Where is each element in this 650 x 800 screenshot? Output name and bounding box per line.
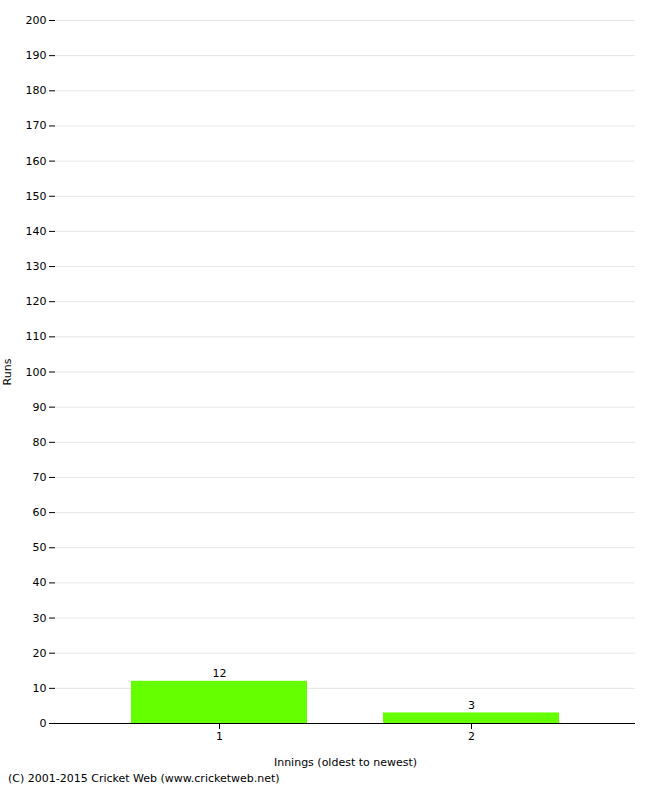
svg-text:80: 80 xyxy=(33,436,47,449)
svg-text:70: 70 xyxy=(33,471,47,484)
svg-text:30: 30 xyxy=(33,612,47,625)
svg-text:130: 130 xyxy=(26,260,47,273)
svg-text:140: 140 xyxy=(26,225,47,238)
svg-text:40: 40 xyxy=(33,576,47,589)
html-text:(C) 2001-2015 Cricket Web (www: (C) 2001-2015 Cricket Web (www.cricketwe… xyxy=(8,772,280,785)
svg-text:1: 1 xyxy=(216,730,223,743)
svg-text:10: 10 xyxy=(33,682,47,695)
svg-text:20: 20 xyxy=(33,647,47,660)
svg-text:200: 200 xyxy=(26,14,47,27)
svg-text:3: 3 xyxy=(468,699,475,712)
svg-text:100: 100 xyxy=(26,366,47,379)
svg-text:190: 190 xyxy=(26,49,47,62)
svg-text:0: 0 xyxy=(40,717,47,730)
svg-text:120: 120 xyxy=(26,295,47,308)
svg-text:160: 160 xyxy=(26,155,47,168)
svg-text:50: 50 xyxy=(33,541,47,554)
svg-text:60: 60 xyxy=(33,506,47,519)
svg-text:170: 170 xyxy=(26,119,47,132)
svg-text:90: 90 xyxy=(33,401,47,414)
svg-text:12: 12 xyxy=(213,667,227,680)
svg-text:2: 2 xyxy=(468,730,475,743)
svg-text:150: 150 xyxy=(26,190,47,203)
svg-text:Runs: Runs xyxy=(1,358,14,385)
svg-text:Innings (oldest to newest): Innings (oldest to newest) xyxy=(274,756,417,769)
svg-text:110: 110 xyxy=(26,330,47,343)
svg-text:180: 180 xyxy=(26,84,47,97)
